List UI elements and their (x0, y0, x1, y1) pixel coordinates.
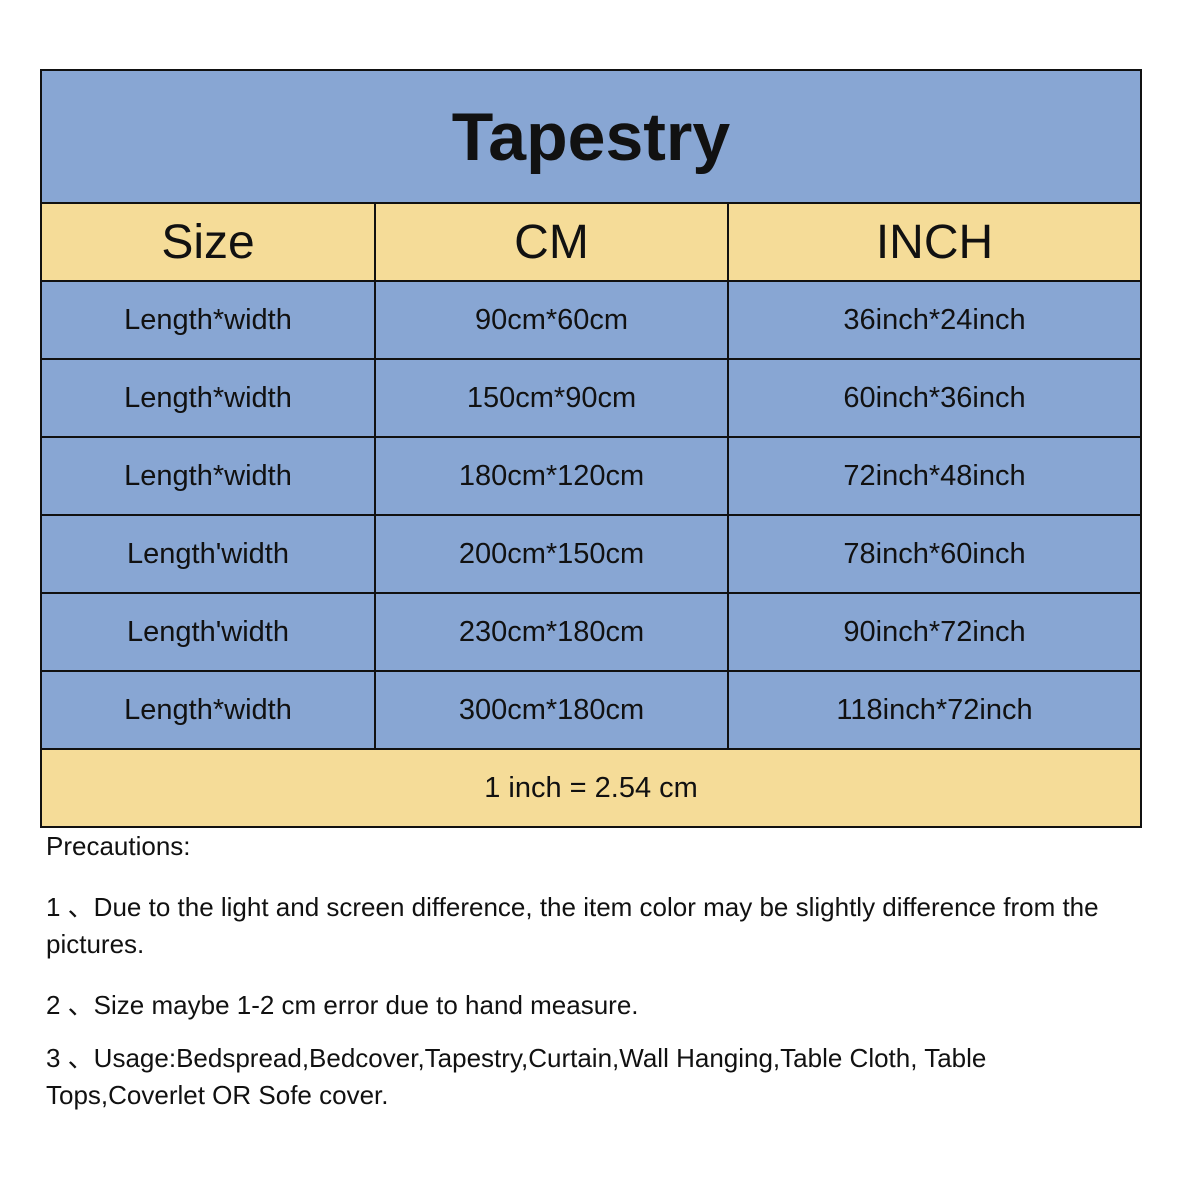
header-row: Size CM INCH (40, 202, 1143, 282)
inch-cell: 78inch*60inch (726, 514, 1143, 594)
size-cell: Length'width (40, 592, 376, 672)
size-chart-table: Tapestry Size CM INCH Length*width 90cm*6… (39, 69, 1143, 828)
column-header: INCH (726, 202, 1143, 282)
precautions-heading: Precautions: (46, 831, 191, 861)
inch-cell: 60inch*36inch (726, 358, 1143, 438)
cm-cell: 230cm*180cm (374, 592, 729, 672)
conversion-note: 1 inch = 2.54 cm (39, 748, 1143, 828)
precaution-item: 2 、Size maybe 1-2 cm error due to hand m… (46, 990, 639, 1020)
inch-cell: 90inch*72inch (726, 592, 1143, 672)
inch-cell: 118inch*72inch (726, 670, 1143, 750)
table-row: Length*width 150cm*90cm 60inch*36inch (40, 358, 1143, 438)
table-title: Tapestry (39, 69, 1143, 204)
column-header: Size (40, 202, 376, 282)
table-row: Length*width 90cm*60cm 36inch*24inch (40, 280, 1143, 360)
inch-cell: 72inch*48inch (726, 436, 1143, 516)
column-header: CM (374, 202, 729, 282)
size-cell: Length*width (40, 670, 376, 750)
table-row: Length*width 300cm*180cm 118inch*72inch (40, 670, 1143, 750)
size-cell: Length'width (40, 514, 376, 594)
cm-cell: 150cm*90cm (374, 358, 729, 438)
cm-cell: 90cm*60cm (374, 280, 729, 360)
size-cell: Length*width (40, 280, 376, 360)
size-cell: Length*width (40, 436, 376, 516)
inch-cell: 36inch*24inch (726, 280, 1143, 360)
precaution-item: 3 、Usage:Bedspread,Bedcover,Tapestry,Cur… (46, 1043, 987, 1110)
cm-cell: 180cm*120cm (374, 436, 729, 516)
precaution-item: 1 、Due to the light and screen differenc… (46, 892, 1099, 959)
table-row: Length*width 180cm*120cm 72inch*48inch (40, 436, 1143, 516)
table-row: Length'width 200cm*150cm 78inch*60inch (40, 514, 1143, 594)
table-row: Length'width 230cm*180cm 90inch*72inch (40, 592, 1143, 672)
cm-cell: 300cm*180cm (374, 670, 729, 750)
cm-cell: 200cm*150cm (374, 514, 729, 594)
size-cell: Length*width (40, 358, 376, 438)
